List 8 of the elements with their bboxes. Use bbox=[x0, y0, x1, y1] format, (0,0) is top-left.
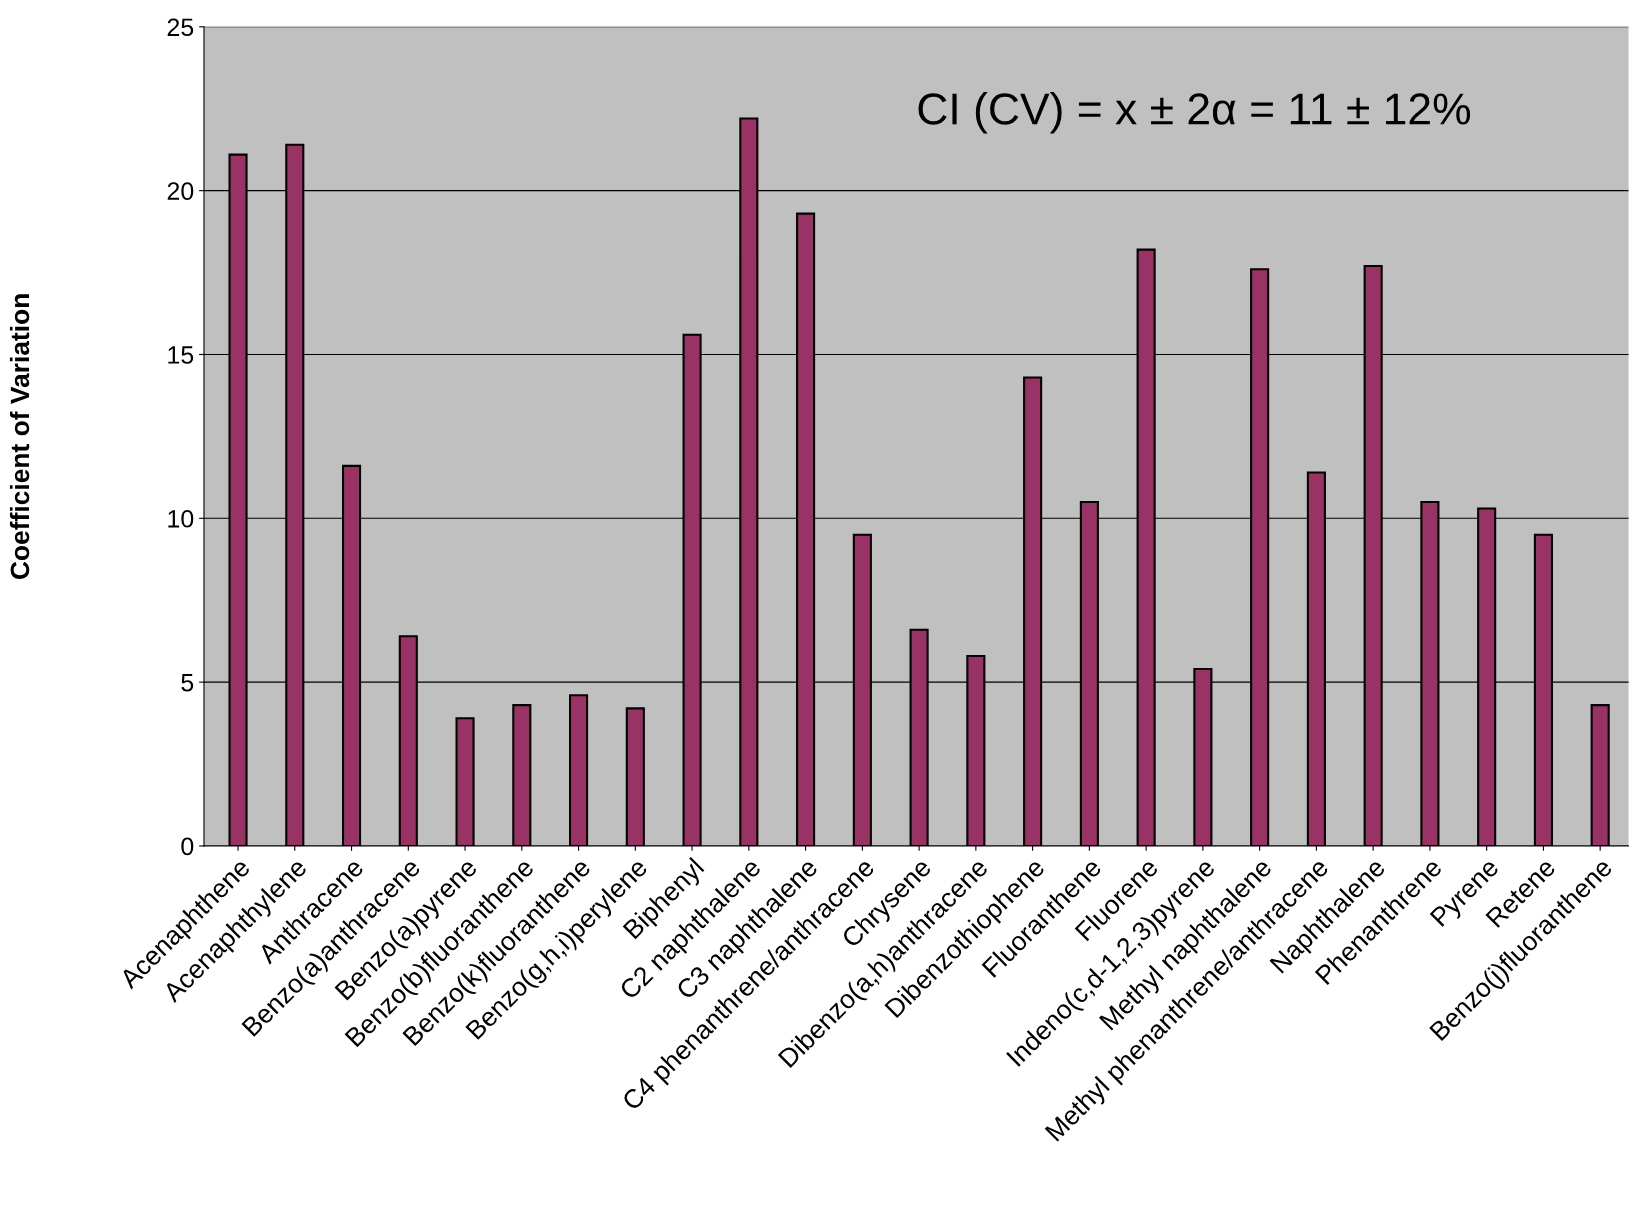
y-tick-label: 25 bbox=[167, 18, 194, 37]
y-tick-label: 15 bbox=[168, 346, 194, 364]
y-tick-label: 10 bbox=[168, 509, 194, 528]
y-tick-label: 0 bbox=[181, 837, 194, 856]
y-axis-title: Coefficient of Variation bbox=[9, 294, 30, 579]
y-tick-label: 5 bbox=[181, 674, 194, 692]
annotation: CI (CV) = x ± 2α = 11 ± 12% bbox=[918, 92, 1471, 134]
y-tick-label: 20 bbox=[167, 182, 194, 200]
